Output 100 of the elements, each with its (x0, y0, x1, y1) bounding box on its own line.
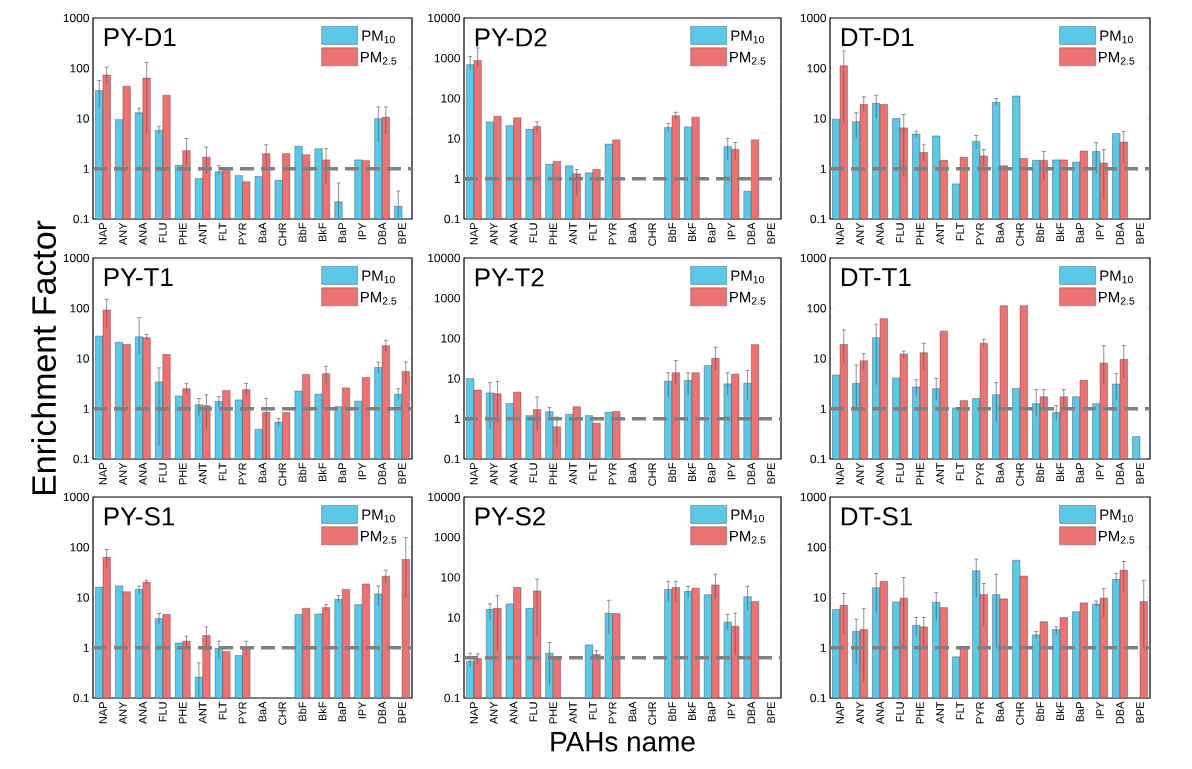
x-tick-label: BPE (398, 702, 406, 723)
x-tick-label: ANT (198, 462, 207, 485)
y-tick-label: 0.1 (444, 214, 460, 224)
x-tick-label: BaA (996, 462, 1004, 483)
y-tick-label: 10 (814, 354, 827, 363)
x-tick-label: BbF (1035, 701, 1045, 721)
x-tick-label: NAP (99, 702, 107, 724)
x-tick-label: PHE (178, 223, 187, 245)
x-tick-label: ANT (198, 701, 207, 724)
y-tick-label: 1 (454, 414, 460, 423)
y-tick-label: 100 (807, 543, 827, 552)
x-tick-label: ANA (139, 222, 147, 246)
x-tick-label: ANY (119, 701, 127, 725)
y-tick-label: 1000 (800, 253, 827, 263)
x-tick-label: NAP (836, 223, 844, 245)
x-tick-label: FLU (158, 223, 167, 243)
x-tick-label: CHR (1016, 463, 1024, 486)
x-tick-label: ANA (509, 222, 518, 246)
x-tick-label: FLT (218, 462, 227, 481)
x-tick-label: DBA (1116, 222, 1124, 245)
y-tick-label: 0.1 (444, 693, 460, 703)
x-tick-label: BbF (668, 701, 677, 721)
x-tick-label: PHE (916, 463, 924, 485)
legend-label: PM$_{10}$ (362, 509, 395, 523)
x-tick-label: FLT (956, 462, 964, 481)
x-tick-label: ANA (876, 222, 884, 246)
x-tick-label: NAP (470, 702, 478, 724)
y-tick-label: 0.1 (444, 454, 460, 464)
x-tick-label: BaA (628, 701, 637, 722)
x-tick-label: BkF (687, 701, 696, 721)
y-tick-label: 10 (77, 593, 90, 602)
x-tick-label: PYR (976, 463, 984, 485)
x-tick-label: FLT (589, 222, 597, 241)
x-tick-label: PHE (549, 223, 557, 245)
x-tick-label: PYR (238, 702, 247, 724)
legend-label: PM$_{2.5}$ (1098, 51, 1135, 65)
x-tick-label: BPE (767, 702, 775, 723)
y-tick-label: 1000 (434, 53, 461, 63)
x-tick-label: PYR (608, 463, 617, 485)
y-tick-label: 0.1 (810, 693, 826, 703)
y-tick-label: 1000 (434, 532, 461, 542)
x-tick-label: DBA (378, 701, 386, 724)
legend-label: PM$_{10}$ (362, 30, 395, 44)
x-tick-label: BaA (258, 222, 267, 243)
x-tick-label: ANT (936, 222, 944, 245)
x-tick-label: NAP (836, 463, 844, 485)
x-tick-label: ANY (489, 222, 498, 246)
x-tick-label: PYR (976, 702, 984, 724)
x-tick-label: PHE (178, 702, 187, 724)
x-tick-label: FLU (529, 223, 538, 243)
x-tick-label: BbF (668, 462, 677, 482)
x-tick-label: ANY (856, 701, 864, 725)
y-tick-label: 10000 (428, 253, 461, 263)
y-tick-label: 10000 (428, 13, 461, 23)
x-tick-label: BPE (1136, 222, 1144, 244)
x-tick-label: BaP (707, 702, 716, 722)
x-tick-label: NAP (99, 223, 107, 245)
x-tick-label: BPE (1136, 463, 1144, 484)
x-tick-label: IPY (358, 222, 366, 240)
x-tick-label: IPY (1096, 701, 1104, 719)
y-tick-label: 100 (70, 64, 90, 73)
x-tick-label: BaP (707, 463, 716, 483)
y-tick-label: 10 (814, 114, 827, 123)
x-tick-label: ANY (489, 462, 498, 486)
x-tick-label: BkF (1056, 222, 1064, 242)
chart-title: DT-D1 (841, 28, 914, 47)
x-tick-label: BaP (338, 463, 347, 483)
x-tick-label: BbF (1035, 462, 1045, 482)
y-axis-title: Enrichment Factor (31, 220, 57, 495)
legend-label: PM$_{2.5}$ (1098, 530, 1135, 544)
y-tick-label: 1000 (63, 253, 90, 263)
y-tick-label: 10 (448, 374, 461, 383)
y-tick-label: 1 (83, 404, 89, 413)
legend-label: PM$_{2.5}$ (730, 51, 766, 65)
x-tick-label: PHE (178, 463, 187, 485)
x-tick-label: CHR (648, 702, 657, 725)
legend-label: PM$_{10}$ (1100, 30, 1133, 44)
x-tick-label: ANT (569, 222, 577, 245)
x-tick-label: DBA (747, 462, 756, 485)
x-tick-label: ANA (876, 701, 884, 725)
x-tick-label: DBA (378, 222, 386, 245)
x-tick-label: BbF (1035, 222, 1045, 242)
chart-title: PY-T1 (104, 268, 173, 287)
x-tick-label: ANA (509, 462, 518, 486)
y-tick-label: 10 (448, 134, 461, 143)
x-tick-label: ANA (509, 701, 518, 725)
x-tick-label: PHE (916, 223, 924, 245)
y-tick-label: 100 (441, 334, 461, 343)
x-tick-label: ANT (936, 701, 944, 724)
x-tick-label: BaA (996, 222, 1004, 243)
legend-label: PM$_{10}$ (731, 30, 764, 44)
x-tick-label: ANY (119, 222, 127, 246)
x-tick-label: BaP (1076, 463, 1084, 483)
chart-title: PY-S2 (475, 507, 545, 526)
y-tick-label: 1 (820, 404, 826, 413)
y-tick-label: 10 (448, 613, 461, 622)
y-tick-label: 1 (454, 653, 460, 662)
legend-label: PM$_{10}$ (731, 270, 764, 284)
x-tick-label: BPE (398, 463, 406, 484)
y-tick-label: 100 (441, 573, 461, 582)
